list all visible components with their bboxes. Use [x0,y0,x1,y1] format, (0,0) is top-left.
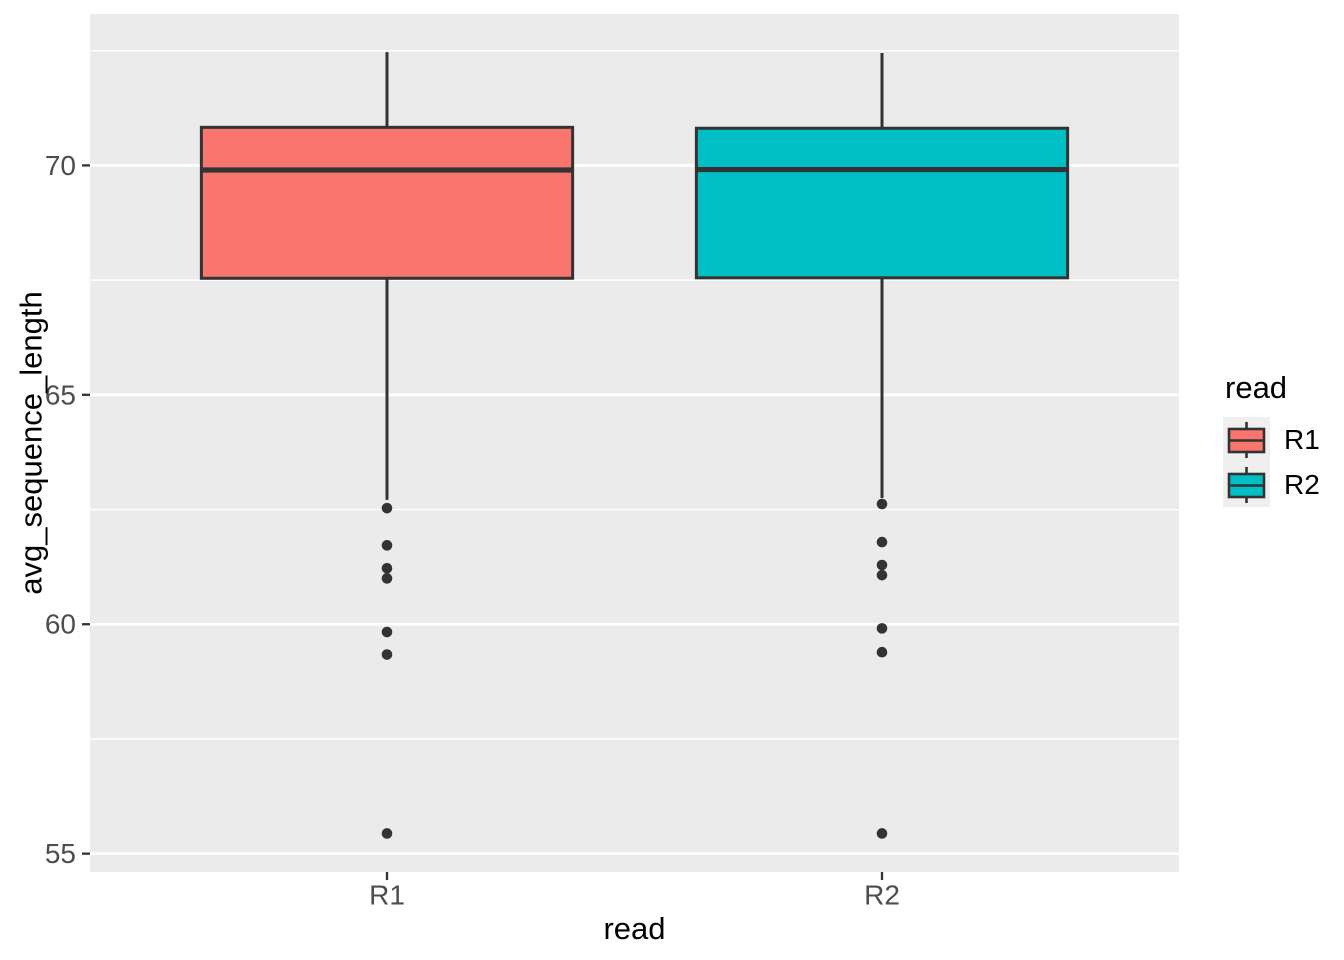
y-tick-label: 60 [45,609,76,640]
legend-label-r1: R1 [1284,423,1320,455]
legend-item-r1: R1 [1223,417,1320,462]
boxplot-r2 [694,53,1070,839]
y-axis-title: avg_sequence_length [13,291,49,595]
outlier-point [381,649,393,660]
outlier-point [876,828,888,839]
outlier-point [876,623,888,634]
outlier-point [876,498,888,510]
iqr-box [694,126,1070,280]
legend-title: read [1225,370,1288,405]
outlier-point [381,573,393,584]
y-tick-label: 65 [45,379,76,410]
legend-key-r2-boxplot-glyph [1223,462,1270,507]
outlier-point [381,562,393,574]
outlier-point [381,502,393,514]
legend-key-r1-boxplot-glyph [1223,417,1270,462]
boxplot-r1 [199,52,575,839]
outlier-point [876,569,888,581]
y-tick-label: 55 [45,838,76,869]
x-tick-label: R1 [369,880,405,911]
outlier-point [876,646,888,658]
outlier-point [381,626,393,638]
x-tick-label: R2 [864,880,900,911]
iqr-box [199,125,575,280]
x-axis-title: read [603,911,666,946]
legend: read R1 R2 [1223,372,1320,507]
outlier-point [876,559,888,571]
legend-item-r2: R2 [1223,462,1320,507]
y-tick-label: 70 [45,150,76,181]
legend-label-r2: R2 [1284,468,1320,500]
outlier-point [381,540,393,551]
outlier-point [876,536,888,548]
outlier-point [381,828,393,839]
